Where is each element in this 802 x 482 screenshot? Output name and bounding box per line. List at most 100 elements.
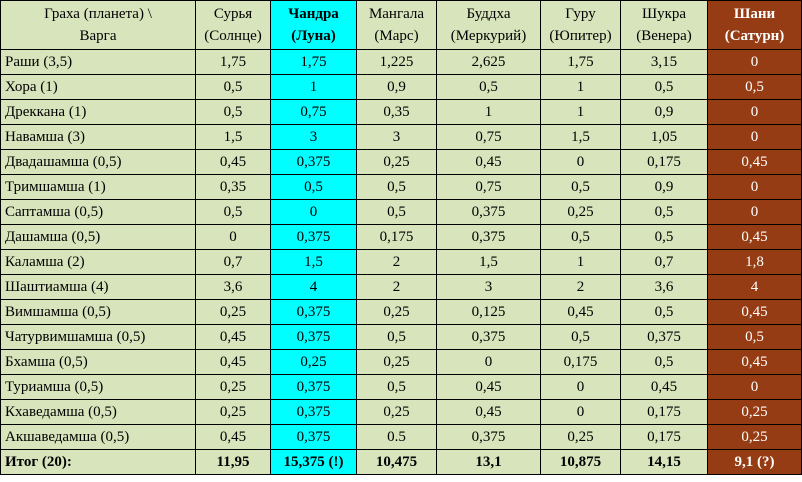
total-shukra-cell: 14,15: [620, 449, 708, 475]
table-row: Вимшамша (0,5) 0,25 0,375 0,25 0,125 0,45 0,5 0…: [0, 299, 802, 325]
value-guru-cell: 0,175: [540, 349, 621, 375]
value-buddha-cell: 0,375: [436, 224, 541, 250]
total-buddha-cell: 13,1: [436, 449, 541, 475]
value-chandra-cell: 0,5: [270, 174, 357, 200]
value-shukra-cell: 0,7: [620, 249, 708, 275]
value-mangala-cell: 0,5: [356, 174, 437, 200]
value-chandra-cell: 0,375: [270, 424, 357, 450]
value-chandra-cell: 0,375: [270, 374, 357, 400]
value-buddha-cell: 0,375: [436, 324, 541, 350]
header-guru: Гуру (Юпитер): [540, 0, 621, 50]
varga-name-cell: Бхамша (0,5): [0, 349, 196, 375]
table-row: Бхамша (0,5) 0,45 0,25 0,25 0 0,175 0,5 0,45: [0, 349, 802, 375]
value-buddha-cell: 3: [436, 274, 541, 300]
value-shani-cell: 0: [707, 49, 802, 75]
value-guru-cell: 0: [540, 399, 621, 425]
value-shani-cell: 0,45: [707, 149, 802, 175]
table-row: Каламша (2) 0,7 1,5 2 1,5 1 0,7 1,8: [0, 249, 802, 275]
value-shani-cell: 0,25: [707, 399, 802, 425]
total-label: Итог (20):: [0, 449, 196, 475]
value-chandra-cell: 0,75: [270, 99, 357, 125]
value-mangala-cell: 0,35: [356, 99, 437, 125]
table-row: Дреккана (1) 0,5 0,75 0,35 1 1 0,9 0: [0, 99, 802, 125]
varga-name-cell: Шаштиамша (4): [0, 274, 196, 300]
value-buddha-cell: 2,625: [436, 49, 541, 75]
value-shani-cell: 0: [707, 199, 802, 225]
value-chandra-cell: 0,375: [270, 399, 357, 425]
value-shukra-cell: 0,175: [620, 424, 708, 450]
value-surya-cell: 0: [195, 224, 271, 250]
value-buddha-cell: 0,45: [436, 399, 541, 425]
value-surya-cell: 0,45: [195, 349, 271, 375]
value-buddha-cell: 0,45: [436, 374, 541, 400]
table-row: Навамша (3) 1,5 3 3 0,75 1,5 1,05 0: [0, 124, 802, 150]
varga-name-cell: Навамша (3): [0, 124, 196, 150]
value-shani-cell: 0: [707, 124, 802, 150]
value-shukra-cell: 0,5: [620, 74, 708, 100]
total-guru-cell: 10,875: [540, 449, 621, 475]
varga-name-cell: Туриамша (0,5): [0, 374, 196, 400]
total-shani-cell: 9,1 (?): [707, 449, 802, 475]
header-buddha: Буддха (Меркурий): [436, 0, 541, 50]
table-row: Тримшамша (1) 0,35 0,5 0,5 0,75 0,5 0,9 0: [0, 174, 802, 200]
value-chandra-cell: 0,375: [270, 224, 357, 250]
value-guru-cell: 0: [540, 149, 621, 175]
value-chandra-cell: 0: [270, 199, 357, 225]
value-surya-cell: 0,45: [195, 149, 271, 175]
value-shukra-cell: 0,175: [620, 149, 708, 175]
value-mangala-cell: 0,9: [356, 74, 437, 100]
value-shukra-cell: 0,175: [620, 399, 708, 425]
value-shukra-cell: 0,5: [620, 349, 708, 375]
header-shukra: Шукра (Венера): [620, 0, 708, 50]
value-mangala-cell: 0,25: [356, 349, 437, 375]
total-row: Итог (20): 11,95 15,375 (!) 10,475 13,1 10,87…: [0, 449, 802, 475]
value-shani-cell: 0,5: [707, 74, 802, 100]
varga-name-cell: Хора (1): [0, 74, 196, 100]
value-surya-cell: 0,25: [195, 299, 271, 325]
value-surya-cell: 0,25: [195, 399, 271, 425]
header-surya: Сурья (Солнце): [195, 0, 271, 50]
value-mangala-cell: 0,25: [356, 149, 437, 175]
table-row: Шаштиамша (4) 3,6 4 2 3 2 3,6 4: [0, 274, 802, 300]
value-surya-cell: 1,5: [195, 124, 271, 150]
value-guru-cell: 0,25: [540, 424, 621, 450]
value-shukra-cell: 3,15: [620, 49, 708, 75]
value-shukra-cell: 0,5: [620, 299, 708, 325]
value-shukra-cell: 0,5: [620, 199, 708, 225]
value-surya-cell: 0,7: [195, 249, 271, 275]
varga-name-cell: Акшаведамша (0,5): [0, 424, 196, 450]
varga-name-cell: Раши (3,5): [0, 49, 196, 75]
value-chandra-cell: 1,5: [270, 249, 357, 275]
value-chandra-cell: 0,375: [270, 324, 357, 350]
value-chandra-cell: 0,375: [270, 299, 357, 325]
header-shani: Шани (Сатурн): [707, 0, 802, 50]
value-chandra-cell: 4: [270, 274, 357, 300]
value-surya-cell: 0,5: [195, 74, 271, 100]
value-shukra-cell: 0,5: [620, 224, 708, 250]
value-buddha-cell: 0,75: [436, 124, 541, 150]
value-shukra-cell: 0,9: [620, 99, 708, 125]
value-shukra-cell: 1,05: [620, 124, 708, 150]
table-row: Саптамша (0,5) 0,5 0 0,5 0,375 0,25 0,5 0: [0, 199, 802, 225]
value-surya-cell: 0,45: [195, 324, 271, 350]
graha-header-line2: Варга: [79, 28, 117, 44]
varga-name-cell: Каламша (2): [0, 249, 196, 275]
value-shukra-cell: 0,375: [620, 324, 708, 350]
value-surya-cell: 1,75: [195, 49, 271, 75]
varga-name-cell: Кхаведамша (0,5): [0, 399, 196, 425]
varga-name-cell: Вимшамша (0,5): [0, 299, 196, 325]
value-mangala-cell: 0,25: [356, 399, 437, 425]
value-guru-cell: 0,25: [540, 199, 621, 225]
varga-name-cell: Двадашамша (0,5): [0, 149, 196, 175]
value-mangala-cell: 0,5: [356, 374, 437, 400]
value-mangala-cell: 0.5: [356, 424, 437, 450]
value-surya-cell: 0,35: [195, 174, 271, 200]
value-shani-cell: 0,45: [707, 224, 802, 250]
graha-varga-header: Граха (планета) \ Варга: [0, 0, 196, 50]
value-surya-cell: 0,45: [195, 424, 271, 450]
value-mangala-cell: 0,5: [356, 199, 437, 225]
header-row: Граха (планета) \ Варга Сурья (Солнце) Ча…: [0, 0, 802, 50]
value-mangala-cell: 1,225: [356, 49, 437, 75]
value-shukra-cell: 0,45: [620, 374, 708, 400]
varga-name-cell: Дреккана (1): [0, 99, 196, 125]
